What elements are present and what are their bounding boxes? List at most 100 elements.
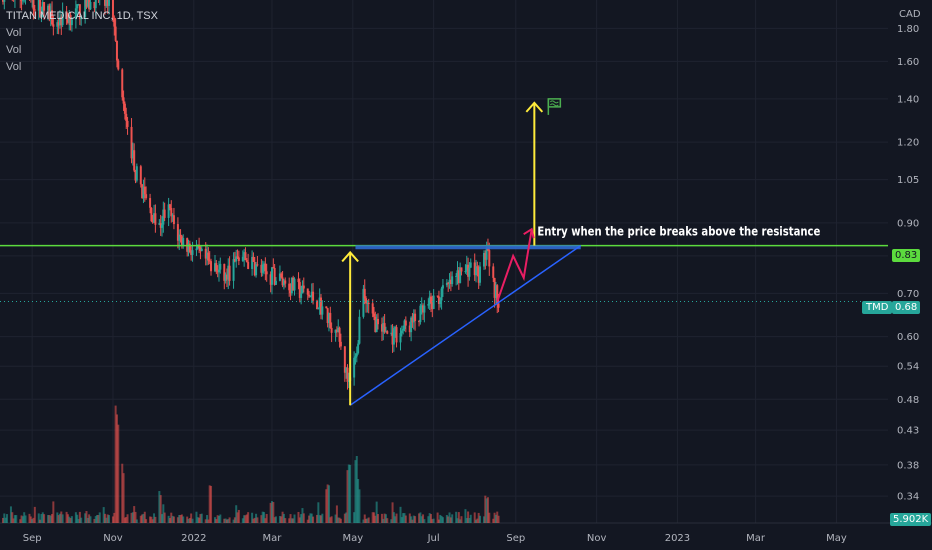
volume-bar <box>56 512 59 523</box>
candle-body <box>224 274 227 281</box>
candle-body <box>178 234 181 241</box>
candle-body <box>105 0 108 6</box>
candle-body <box>373 313 376 317</box>
volume-bar <box>215 519 218 523</box>
candle-body <box>475 266 478 276</box>
volume-bar <box>161 514 164 523</box>
candle-body <box>447 282 450 284</box>
candle-body <box>418 320 421 323</box>
candle-body <box>300 293 303 298</box>
volume-bar <box>168 518 171 523</box>
candle-body <box>400 330 403 334</box>
candle-body <box>215 263 218 272</box>
volume-bar <box>153 513 156 523</box>
x-tick-label: Sep <box>506 533 525 544</box>
candle-body <box>77 4 80 6</box>
volume-bar <box>243 515 246 523</box>
volume-bar <box>57 515 60 523</box>
volume-bar <box>428 513 431 523</box>
candle-body <box>130 126 133 159</box>
volume-bar <box>125 517 128 523</box>
volume-bar <box>37 513 40 523</box>
volume-bar <box>200 513 203 523</box>
volume-bar <box>162 504 165 523</box>
volume-bar <box>134 511 137 523</box>
volume-bar <box>431 519 434 523</box>
volume-bar <box>170 512 173 523</box>
y-tick-label: 0.54 <box>897 362 919 373</box>
candle-body <box>410 317 413 333</box>
candle-body <box>282 280 285 286</box>
volume-bar <box>432 518 435 523</box>
volume-bar <box>219 514 222 523</box>
drawings: Entry when the price breaks above the re… <box>0 98 888 406</box>
volume-bar <box>89 516 92 523</box>
volume-bar <box>402 513 405 523</box>
volume-bar <box>418 513 421 523</box>
volume-bar <box>273 517 276 523</box>
volume-bar <box>252 518 255 523</box>
volume-legend-2[interactable]: Vol <box>6 44 22 56</box>
volume-bar <box>96 514 99 523</box>
candle-body <box>223 263 226 281</box>
volume-bar <box>477 512 480 523</box>
volume-bar <box>297 511 300 523</box>
volume-bar <box>261 511 264 523</box>
candle-body <box>451 276 454 285</box>
volume-legend-1[interactable]: Vol <box>6 27 22 39</box>
candle-body <box>20 0 23 2</box>
candle-body <box>241 256 244 261</box>
volume-bar <box>358 489 361 523</box>
candle-body <box>170 208 173 217</box>
candle-body <box>108 0 111 6</box>
volume-bar <box>235 505 238 523</box>
candle-body <box>380 324 383 332</box>
candle-body <box>298 282 301 298</box>
candle-body <box>32 0 35 10</box>
volume-bar <box>327 485 330 523</box>
volume-bar <box>78 511 81 523</box>
candle-body <box>327 312 330 324</box>
y-tick-label: 1.80 <box>897 24 919 35</box>
volume-bar <box>269 502 272 523</box>
volume-bar <box>317 502 320 523</box>
candle-body <box>355 353 358 357</box>
volume-bar <box>357 478 360 523</box>
candle-body <box>247 261 250 269</box>
candle-body <box>123 103 126 114</box>
candle-body <box>3 0 6 2</box>
volume-bar <box>154 516 157 523</box>
candle-body <box>252 256 255 263</box>
volume-bar <box>496 511 499 523</box>
symbol-label[interactable]: TITAN MEDICAL INC, 1D, TSX <box>6 10 158 22</box>
candle-body <box>382 323 385 332</box>
candle-body <box>88 0 91 10</box>
candle-body <box>496 285 499 304</box>
volume-bar <box>479 515 482 523</box>
volume-bar <box>233 517 236 523</box>
volume-bar <box>150 516 153 523</box>
volume-bar <box>105 517 108 523</box>
volume-bar <box>159 495 162 523</box>
candle-body <box>439 300 442 304</box>
volume-bar <box>65 511 68 523</box>
candle-body <box>264 263 267 272</box>
candle-body <box>260 264 263 273</box>
volume-bar <box>28 513 31 523</box>
candle-body <box>56 22 59 27</box>
candle-body <box>261 264 264 273</box>
volume-bar <box>376 514 379 523</box>
candle-body <box>497 303 500 308</box>
candle-body <box>290 277 293 294</box>
candle-body <box>353 357 356 378</box>
volume-bar <box>104 513 107 523</box>
volume-bar <box>40 514 43 523</box>
volume-bar <box>84 513 87 523</box>
volume-bar <box>390 519 393 523</box>
volume-bar <box>419 512 422 523</box>
candle-body <box>228 265 231 281</box>
volume-bar <box>429 514 432 523</box>
volume-legend-3[interactable]: Vol <box>6 61 22 73</box>
candle-body <box>482 253 485 267</box>
